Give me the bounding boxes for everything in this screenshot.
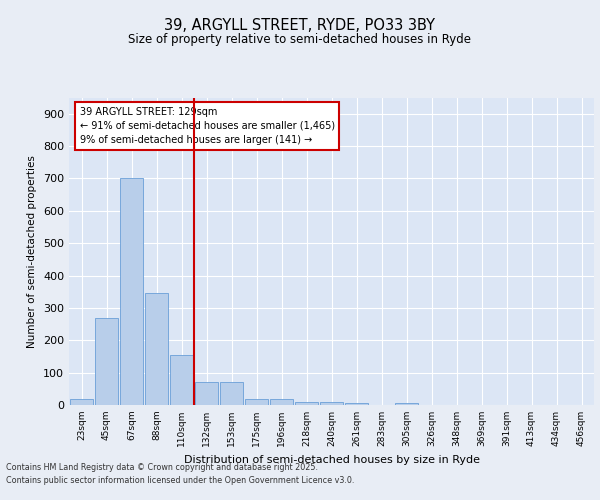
Bar — [70, 398, 93, 405]
Bar — [270, 398, 293, 405]
Bar — [220, 382, 243, 405]
Bar — [245, 398, 268, 405]
X-axis label: Distribution of semi-detached houses by size in Ryde: Distribution of semi-detached houses by … — [184, 454, 479, 464]
Y-axis label: Number of semi-detached properties: Number of semi-detached properties — [28, 155, 37, 348]
Text: Size of property relative to semi-detached houses in Ryde: Size of property relative to semi-detach… — [128, 32, 472, 46]
Bar — [120, 178, 143, 405]
Bar — [295, 402, 318, 405]
Bar — [320, 402, 343, 405]
Text: Contains HM Land Registry data © Crown copyright and database right 2025.: Contains HM Land Registry data © Crown c… — [6, 462, 318, 471]
Bar — [145, 294, 168, 405]
Text: 39 ARGYLL STREET: 129sqm
← 91% of semi-detached houses are smaller (1,465)
9% of: 39 ARGYLL STREET: 129sqm ← 91% of semi-d… — [79, 106, 335, 144]
Bar — [95, 318, 118, 405]
Text: 39, ARGYLL STREET, RYDE, PO33 3BY: 39, ARGYLL STREET, RYDE, PO33 3BY — [164, 18, 436, 32]
Bar — [345, 404, 368, 405]
Text: Contains public sector information licensed under the Open Government Licence v3: Contains public sector information licen… — [6, 476, 355, 485]
Bar — [195, 382, 218, 405]
Bar — [170, 355, 193, 405]
Bar — [395, 404, 418, 405]
